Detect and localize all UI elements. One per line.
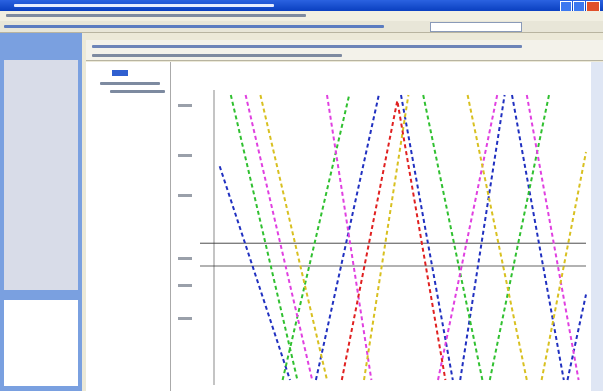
scrollbar[interactable]: [591, 62, 603, 391]
title-text: [14, 4, 274, 7]
menu-text[interactable]: [6, 14, 306, 17]
tree-item[interactable]: [110, 90, 165, 93]
timetable-chart: [171, 62, 591, 391]
doc-toolbar-items-2[interactable]: [92, 54, 342, 57]
doc-toolbar: [86, 40, 603, 61]
tree-selected[interactable]: [112, 70, 128, 76]
toolbar-items[interactable]: [4, 25, 384, 28]
left-panel-list: [4, 60, 78, 290]
doc-toolbar-items[interactable]: [92, 45, 522, 48]
tree-item[interactable]: [100, 82, 160, 85]
tree-pane: [86, 62, 171, 391]
left-panel-box: [4, 300, 78, 386]
search-box[interactable]: [430, 22, 522, 32]
app-window: [0, 0, 603, 391]
